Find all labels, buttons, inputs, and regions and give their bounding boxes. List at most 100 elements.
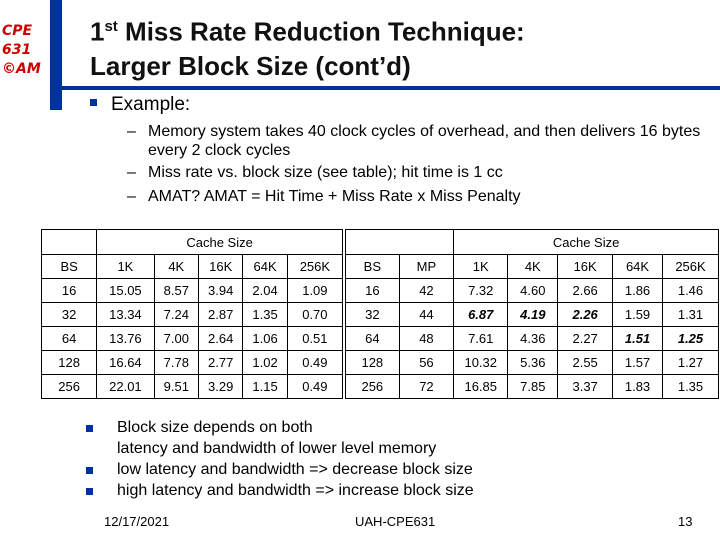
footer-course: UAH-CPE631 xyxy=(355,514,436,529)
table-cell: 2.77 xyxy=(197,350,244,375)
sub-bullet: – Miss rate vs. block size (see table); … xyxy=(127,163,720,182)
table-cell: 0.70 xyxy=(286,302,344,327)
table-cell: 1.09 xyxy=(286,278,344,303)
table-row: 32 13.34 7.24 2.87 1.35 0.70 xyxy=(40,302,344,327)
column-header: BS xyxy=(345,254,400,279)
table-cell: 7.32 xyxy=(453,278,509,303)
table-cell: 2.87 xyxy=(197,302,244,327)
table-row: 16 15.05 8.57 3.94 2.04 1.09 xyxy=(40,278,344,303)
example-label: Example: xyxy=(111,94,191,115)
column-header: 4K xyxy=(153,254,199,279)
table-cell: 2.04 xyxy=(242,278,288,303)
table-cell: 16 xyxy=(345,278,400,303)
table-cell: 2.66 xyxy=(557,278,614,303)
table-cell: 3.94 xyxy=(197,278,244,303)
table-cell: 7.85 xyxy=(507,374,559,399)
note-text: high latency and bandwidth => increase b… xyxy=(117,482,474,499)
note-text: latency and bandwidth of lower level mem… xyxy=(117,440,437,457)
bullet-square-icon xyxy=(86,488,93,495)
table-row: 256 72 16.85 7.85 3.37 1.83 1.35 xyxy=(345,374,719,399)
table-cell: 8.57 xyxy=(153,278,199,303)
notes-list: Block size depends on both latency and b… xyxy=(86,417,474,501)
table-cell: 256 xyxy=(345,374,400,399)
table-cell: 56 xyxy=(398,350,455,375)
table-cell: 0.49 xyxy=(286,374,344,399)
note-item: high latency and bandwidth => increase b… xyxy=(86,480,474,501)
title-divider xyxy=(62,86,720,90)
table-cell: 4.19 xyxy=(507,302,559,327)
table-cell: 1.83 xyxy=(612,374,663,399)
logo-line-3: ©AM xyxy=(2,61,41,77)
table-row: 32 44 6.87 4.19 2.26 1.59 1.31 xyxy=(345,302,719,327)
table-cell: 7.61 xyxy=(453,326,509,351)
table-cell: 16 xyxy=(40,278,98,303)
table-row: 128 56 10.32 5.36 2.55 1.57 1.27 xyxy=(345,350,719,375)
table-cell: 64 xyxy=(40,326,98,351)
table-cell: 1.02 xyxy=(242,350,288,375)
table-cell: 1.86 xyxy=(612,278,663,303)
miss-rate-table: Cache Size BS 1K 4K 16K 64K 256K 16 15.0… xyxy=(40,229,344,399)
logo-line-2: 631 xyxy=(2,42,32,58)
table-cell: 7.78 xyxy=(153,350,199,375)
table-cell: 9.51 xyxy=(153,374,199,399)
table-group-header: Cache Size xyxy=(453,229,719,255)
table-cell: 3.37 xyxy=(557,374,614,399)
table-cell: 13.34 xyxy=(96,302,155,327)
column-header: 64K xyxy=(242,254,288,279)
table-row: 128 16.64 7.78 2.77 1.02 0.49 xyxy=(40,350,344,375)
table-cell: 48 xyxy=(398,326,455,351)
logo-line-1: CPE xyxy=(2,23,33,39)
table-cell: 1.15 xyxy=(242,374,288,399)
column-header: MP xyxy=(398,254,455,279)
note-text: Block size depends on both xyxy=(117,419,313,436)
table-cell: 1.31 xyxy=(662,302,719,327)
table-cell: 5.36 xyxy=(507,350,559,375)
slide-number: 13 xyxy=(678,514,693,529)
dash-icon: – xyxy=(127,123,136,140)
table-cell: 1.27 xyxy=(662,350,719,375)
title-ordinal: st xyxy=(104,18,118,35)
title-line-1: Miss Rate Reduction Technique: xyxy=(117,16,525,47)
footer-date: 12/17/2021 xyxy=(104,514,170,529)
column-header: 256K xyxy=(286,254,344,279)
column-header: 1K xyxy=(96,254,155,279)
title-line-2: Larger Block Size (cont’d) xyxy=(90,50,411,81)
note-item: low latency and bandwidth => decrease bl… xyxy=(86,459,474,480)
bullet-square-icon xyxy=(86,467,93,474)
table-cell: 0.49 xyxy=(286,350,344,375)
amat-table: Cache Size BS MP 1K 4K 16K 64K 256K 16 4… xyxy=(344,229,719,399)
table-cell: 13.76 xyxy=(96,326,155,351)
table-cell: 72 xyxy=(398,374,455,399)
sub-bullet-text: Memory system takes 40 clock cycles of o… xyxy=(148,123,701,159)
table-cell: 7.24 xyxy=(153,302,199,327)
table-cell: 1.51 xyxy=(612,326,663,351)
table-cell: 1.57 xyxy=(612,350,663,375)
column-header: 16K xyxy=(557,254,614,279)
table-cell: 15.05 xyxy=(96,278,155,303)
bullet-square-icon xyxy=(86,425,93,432)
table-row: 256 22.01 9.51 3.29 1.15 0.49 xyxy=(40,374,344,399)
table-cell: 44 xyxy=(398,302,455,327)
table-cell: 22.01 xyxy=(96,374,155,399)
table-cell: 256 xyxy=(40,374,98,399)
table-cell: 1.06 xyxy=(242,326,288,351)
course-logo: CPE 631 ©AM xyxy=(2,22,50,79)
table-cell: 10.32 xyxy=(453,350,509,375)
column-header: 1K xyxy=(453,254,509,279)
table-cell: 2.27 xyxy=(557,326,614,351)
sub-bullet: – AMAT? AMAT = Hit Time + Miss Rate x Mi… xyxy=(127,187,720,206)
table-cell: 16.64 xyxy=(96,350,155,375)
sub-bullet: – Memory system takes 40 clock cycles of… xyxy=(127,122,720,160)
sub-bullet-text: Miss rate vs. block size (see table); hi… xyxy=(148,164,503,181)
column-header: 256K xyxy=(662,254,719,279)
table-cell: 1.46 xyxy=(662,278,719,303)
table-cell: 7.00 xyxy=(153,326,199,351)
column-header: 4K xyxy=(507,254,559,279)
logo-accent-bar xyxy=(50,0,62,110)
table-cell: 2.64 xyxy=(197,326,244,351)
title-number: 1 xyxy=(90,16,105,47)
note-text: low latency and bandwidth => decrease bl… xyxy=(117,461,473,478)
table-cell: 32 xyxy=(345,302,400,327)
column-header: BS xyxy=(40,254,98,279)
table-row: 64 13.76 7.00 2.64 1.06 0.51 xyxy=(40,326,344,351)
